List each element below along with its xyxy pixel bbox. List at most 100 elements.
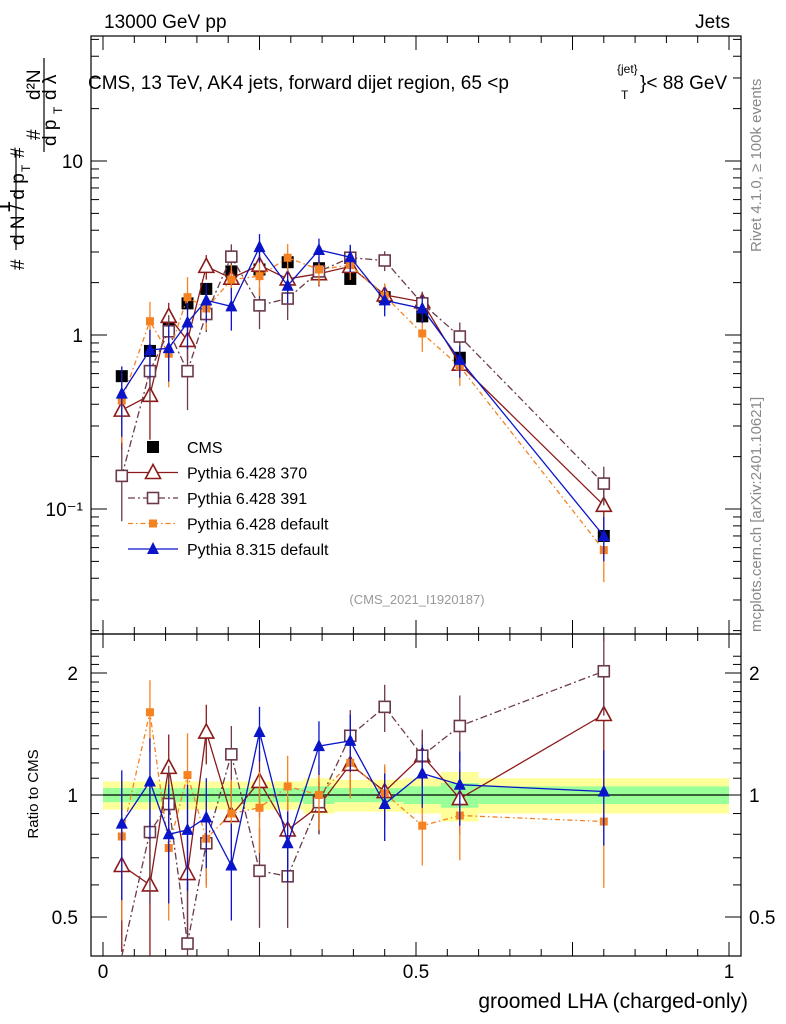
main-point: [453, 352, 466, 365]
main-point: [312, 242, 325, 255]
legend-marker: [147, 542, 159, 554]
legend-label: Pythia 6.428 370: [187, 466, 307, 483]
ratio-point: [597, 664, 611, 678]
main-series-p8: [115, 234, 610, 562]
main-point: [314, 265, 323, 274]
ratio-point: [255, 803, 264, 812]
ratio-point: [227, 809, 236, 818]
analysis-tag: (CMS_2021_I1920187): [349, 592, 484, 607]
side-label-rivet: Rivet 4.1.0, ≥ 100k events: [748, 79, 765, 252]
svg-text:d N / d p: d N / d p: [8, 173, 29, 245]
ratio-point: [183, 771, 192, 780]
legend-label: Pythia 6.428 default: [187, 517, 329, 534]
main-point: [255, 272, 264, 281]
legend-label: CMS: [187, 440, 223, 457]
ratio-point: [225, 748, 238, 761]
main-y-axis-label: # d N / d p T # 1 d p T d λ # d²N: [0, 58, 65, 270]
main-point: [378, 254, 392, 267]
svg-text:d p: d p: [40, 120, 61, 146]
ratio-point: [197, 722, 216, 739]
main-point: [200, 293, 213, 306]
ratio-point: [143, 774, 156, 787]
ratio-series-p8: [115, 706, 610, 921]
chart-title: CMS, 13 TeV, AK4 jets, forward dijet reg…: [88, 73, 509, 94]
svg-text:#: #: [24, 129, 45, 140]
ratio-point: [115, 816, 128, 829]
ratio-y-axis-label: Ratio to CMS: [25, 749, 42, 838]
legend-item-p391: Pythia 6.428 391: [128, 491, 307, 508]
legend-label: Pythia 6.428 391: [187, 491, 307, 508]
legend-label: Pythia 8.315 default: [187, 542, 329, 559]
main-point: [281, 278, 294, 291]
main-point: [225, 250, 238, 263]
ratio-point: [145, 708, 154, 717]
ratio-point: [200, 810, 213, 823]
ratio-point: [281, 836, 294, 849]
main-point: [597, 528, 610, 541]
ratio-point: [344, 733, 357, 746]
main-point: [597, 477, 611, 490]
legend-marker: [146, 491, 160, 505]
main-point: [453, 330, 467, 343]
legend-marker: [149, 519, 157, 528]
main-point: [145, 317, 154, 326]
x-axis-label: groomed LHA (charged-only): [478, 990, 748, 1013]
svg-text:#: #: [8, 147, 29, 158]
main-y-tick-label: 10: [62, 152, 83, 173]
ratio-series-line: [121, 670, 605, 957]
ratio-y-tick-label-right: 2: [749, 664, 760, 685]
ratio-point: [225, 858, 238, 871]
legend: CMS Pythia 6.428 370 Pythia 6.428 391 Pythi…: [128, 440, 329, 559]
svg-text:d²N: d²N: [24, 69, 45, 100]
main-point: [283, 253, 292, 262]
legend-item-p370: Pythia 6.428 370: [128, 462, 307, 483]
main-point: [227, 275, 236, 284]
side-label-mcplots: mcplots.cern.ch [arXiv:2401.10621]: [748, 397, 765, 632]
ratio-y-tick-label: 1: [67, 786, 78, 807]
ratio-point: [378, 700, 392, 714]
main-point: [181, 315, 194, 328]
ratio-point: [181, 937, 194, 950]
svg-text:T: T: [51, 106, 65, 114]
ratio-point: [253, 725, 266, 738]
ratio-point: [453, 719, 467, 733]
chart-title-sup: {jet}: [617, 62, 638, 76]
main-y-tick-label: 1: [72, 326, 83, 347]
ratio-point: [597, 784, 610, 797]
ratio-point: [314, 791, 323, 799]
ratio-point: [378, 797, 391, 810]
ratio-y-tick-label: 0.5: [52, 908, 78, 929]
main-point: [418, 329, 427, 338]
main-point: [225, 299, 238, 312]
ratio-point: [312, 739, 325, 752]
ratio-point: [416, 766, 429, 779]
ratio-point: [418, 821, 427, 830]
legend-item-cms: CMS: [147, 440, 223, 457]
chart-title-end: }< 88 GeV: [640, 73, 727, 94]
svg-text:T: T: [19, 164, 33, 172]
legend-item-p8: Pythia 8.315 default: [128, 542, 329, 559]
x-tick-label: 0: [98, 962, 109, 983]
main-point: [416, 301, 429, 314]
main-point: [344, 250, 357, 263]
ratio-y-tick-label: 2: [67, 664, 78, 685]
svg-text:1: 1: [0, 201, 15, 213]
series-layer: [112, 234, 613, 957]
main-series-line: [121, 256, 605, 551]
svg-text:#: #: [8, 259, 29, 270]
main-point: [197, 256, 216, 274]
main-y-tick-label: 10⁻¹: [46, 500, 84, 521]
main-point: [162, 341, 175, 354]
ratio-y-tick-label-right: 0.5: [749, 908, 775, 929]
ratio-point: [162, 827, 175, 840]
svg-text:d λ: d λ: [40, 74, 61, 100]
main-point: [181, 364, 194, 378]
main-point: [253, 299, 266, 312]
main-point: [378, 293, 391, 306]
main-point: [183, 293, 192, 302]
main-point: [143, 342, 156, 355]
header-left: 13000 GeV pp: [104, 12, 227, 33]
main-point: [115, 386, 128, 399]
ratio-point: [253, 864, 266, 878]
